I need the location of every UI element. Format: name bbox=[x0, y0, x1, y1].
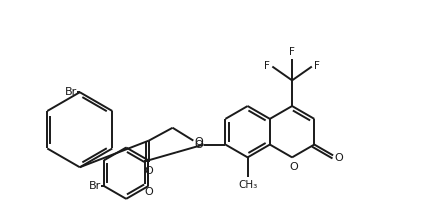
Text: F: F bbox=[289, 47, 295, 57]
Text: F: F bbox=[265, 61, 270, 71]
Text: O: O bbox=[194, 140, 203, 150]
Text: CH₃: CH₃ bbox=[238, 180, 257, 190]
Text: F: F bbox=[314, 61, 320, 71]
Text: O: O bbox=[290, 162, 298, 172]
Text: O: O bbox=[194, 137, 203, 146]
Text: O: O bbox=[144, 187, 153, 197]
Text: O: O bbox=[334, 153, 343, 163]
Text: Br: Br bbox=[64, 87, 77, 97]
Text: O: O bbox=[145, 166, 153, 176]
Text: Br: Br bbox=[89, 181, 101, 191]
